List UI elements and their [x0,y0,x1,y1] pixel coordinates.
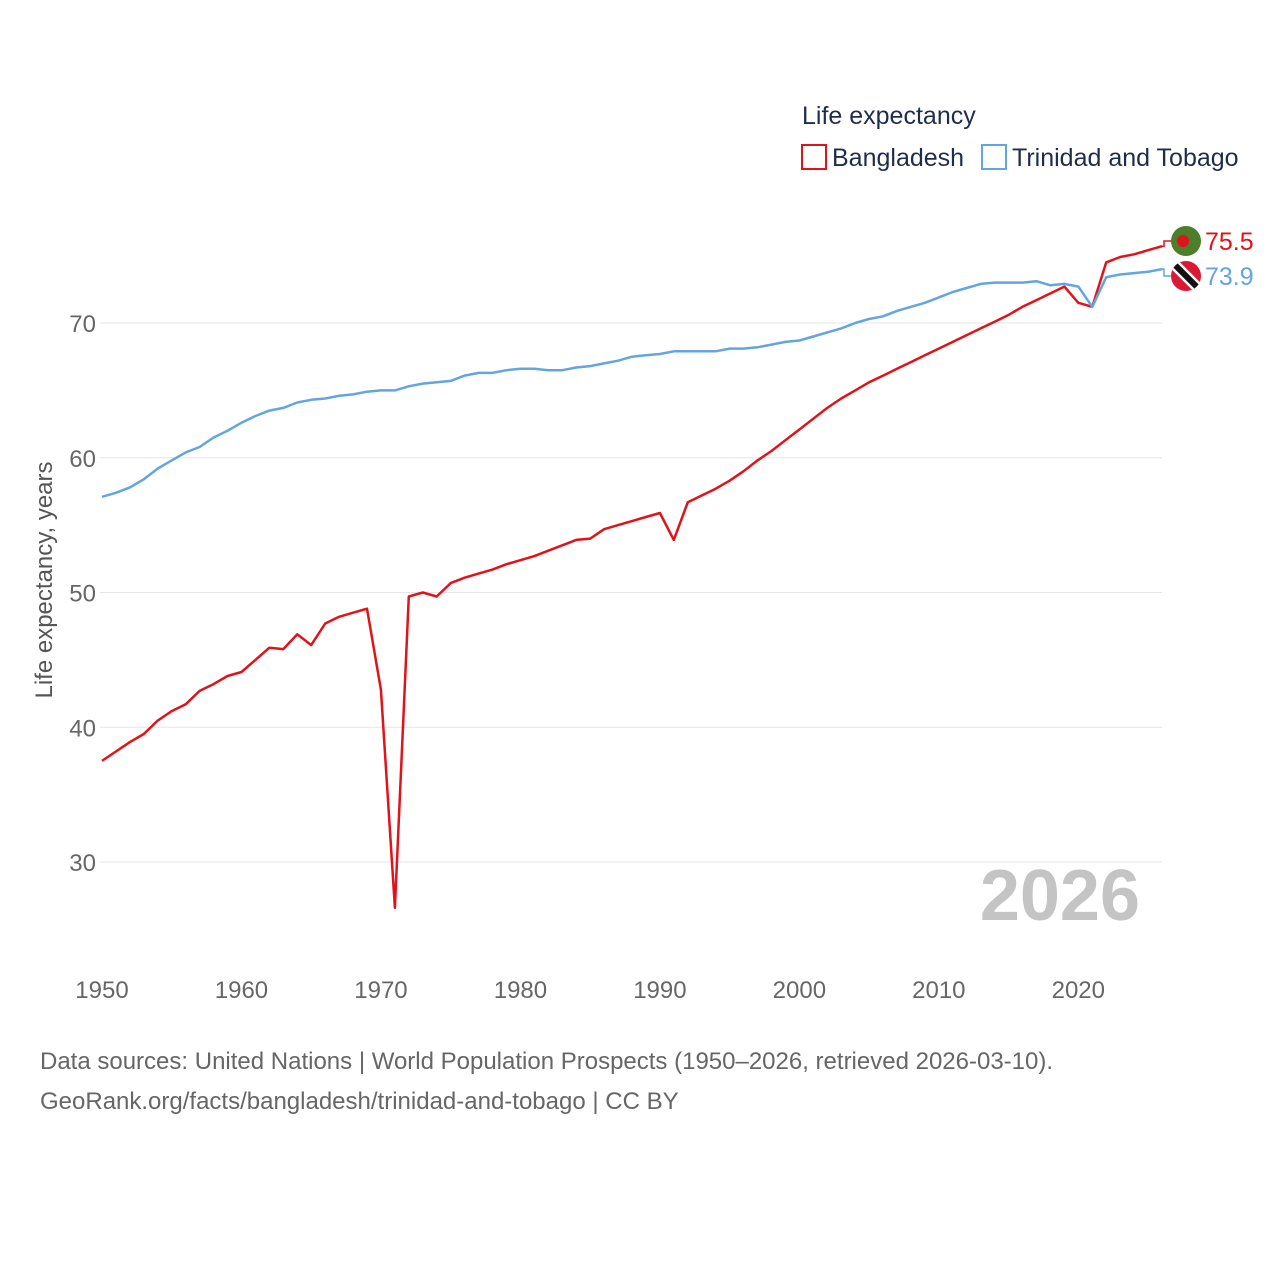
series-line-bangladesh[interactable] [101,244,1163,910]
y-axis-title: Life expectancy, years [31,461,58,698]
x-tick-label-1970: 1970 [354,977,407,1004]
y-tick-label-40: 40 [69,715,96,742]
y-tick-label-30: 30 [69,850,96,877]
x-tick-label-2020: 2020 [1052,977,1105,1004]
x-tick-label-1980: 1980 [494,977,547,1004]
legend-item-bangladesh[interactable]: Bangladesh [801,144,964,172]
end-value-label-bangladesh: 75.5 [1205,228,1254,256]
end-labels: 75.5 73.9 [1162,226,1254,291]
source-note: Data sources: United Nations | World Pop… [40,1042,1260,1122]
x-tick-label-1960: 1960 [215,977,268,1004]
y-tick-label-60: 60 [69,446,96,473]
trinidad-flag-icon [1171,261,1201,291]
legend-item-trinidad[interactable]: Trinidad and Tobago [981,144,1239,172]
legend-swatch-trinidad [981,144,1007,170]
series-lines [101,244,1163,910]
legend-title: Life expectancy [802,102,976,130]
end-connector-bangladesh [1162,240,1172,247]
series-line-trinidad[interactable] [101,267,1163,499]
x-axis-ticks: 1950 1960 1970 1980 1990 2000 2010 2020 [75,977,1105,1004]
source-line-1: Data sources: United Nations | World Pop… [40,1048,1054,1075]
source-line-2[interactable]: GeoRank.org/facts/bangladesh/trinidad-an… [40,1088,679,1115]
legend-label-bangladesh: Bangladesh [832,144,964,172]
end-connector-trinidad [1162,268,1172,277]
y-axis-ticks: 30 40 50 60 70 [69,311,96,877]
x-tick-label-2000: 2000 [773,977,826,1004]
line-chart: 30 40 50 60 70 1950 1960 1970 1980 1990 2000 2010 2… [31,102,1254,1004]
legend-label-trinidad: Trinidad and Tobago [1012,144,1239,172]
y-tick-label-70: 70 [69,311,96,338]
x-tick-label-1990: 1990 [633,977,686,1004]
gridlines [100,322,1162,863]
legend: Life expectancy Bangladesh Trinidad and … [801,102,1239,172]
x-tick-label-2010: 2010 [912,977,965,1004]
bangladesh-flag-icon [1171,226,1201,256]
y-tick-label-50: 50 [69,581,96,608]
legend-swatch-bangladesh [801,144,827,170]
x-tick-label-1950: 1950 [75,977,128,1004]
year-watermark: 2026 [980,856,1140,936]
end-value-label-trinidad: 73.9 [1205,263,1254,291]
